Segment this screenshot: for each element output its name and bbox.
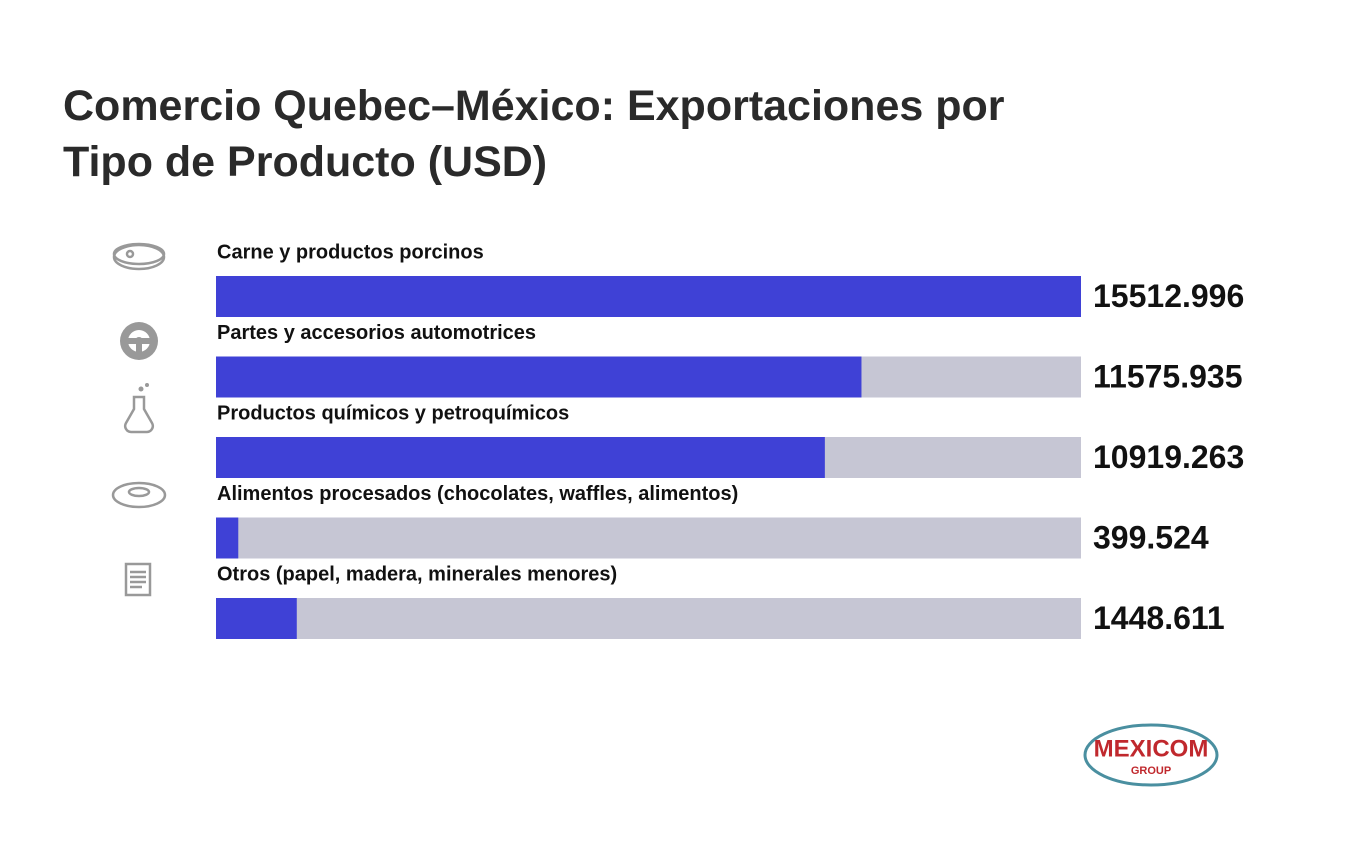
value-label: 11575.935 <box>1093 358 1243 394</box>
logo-subtitle: GROUP <box>1131 765 1171 777</box>
icons <box>111 242 167 597</box>
bar <box>216 356 862 398</box>
bar <box>216 276 1081 317</box>
value-label: 1448.611 <box>1093 600 1225 636</box>
chart-title: Comercio Quebec–México: Exportaciones po… <box>63 82 1005 186</box>
logo: MEXICOM GROUP <box>1083 723 1219 787</box>
wheel-icon <box>120 322 158 360</box>
bar-track <box>216 517 1081 559</box>
logo-name: MEXICOM <box>1094 735 1209 762</box>
logo-ellipse <box>1083 723 1219 787</box>
category-label: Carne y productos porcinos <box>217 241 484 263</box>
bar <box>216 437 825 478</box>
meat-icon <box>112 242 166 271</box>
category-label: Otros (papel, madera, minerales menores) <box>217 563 617 585</box>
bar <box>216 598 297 639</box>
value-label: 399.524 <box>1093 519 1209 555</box>
category-label: Productos químicos y petroquímicos <box>217 402 569 424</box>
category-label: Partes y accesorios automotrices <box>217 322 536 344</box>
flask-icon <box>123 383 155 434</box>
bar <box>216 517 239 559</box>
donut-icon <box>111 481 167 509</box>
bar-track <box>216 598 1081 639</box>
category-label: Alimentos procesados (chocolates, waffle… <box>217 483 738 505</box>
value-label: 10919.263 <box>1093 439 1244 475</box>
value-label: 15512.996 <box>1093 278 1244 314</box>
document-icon <box>124 562 152 597</box>
